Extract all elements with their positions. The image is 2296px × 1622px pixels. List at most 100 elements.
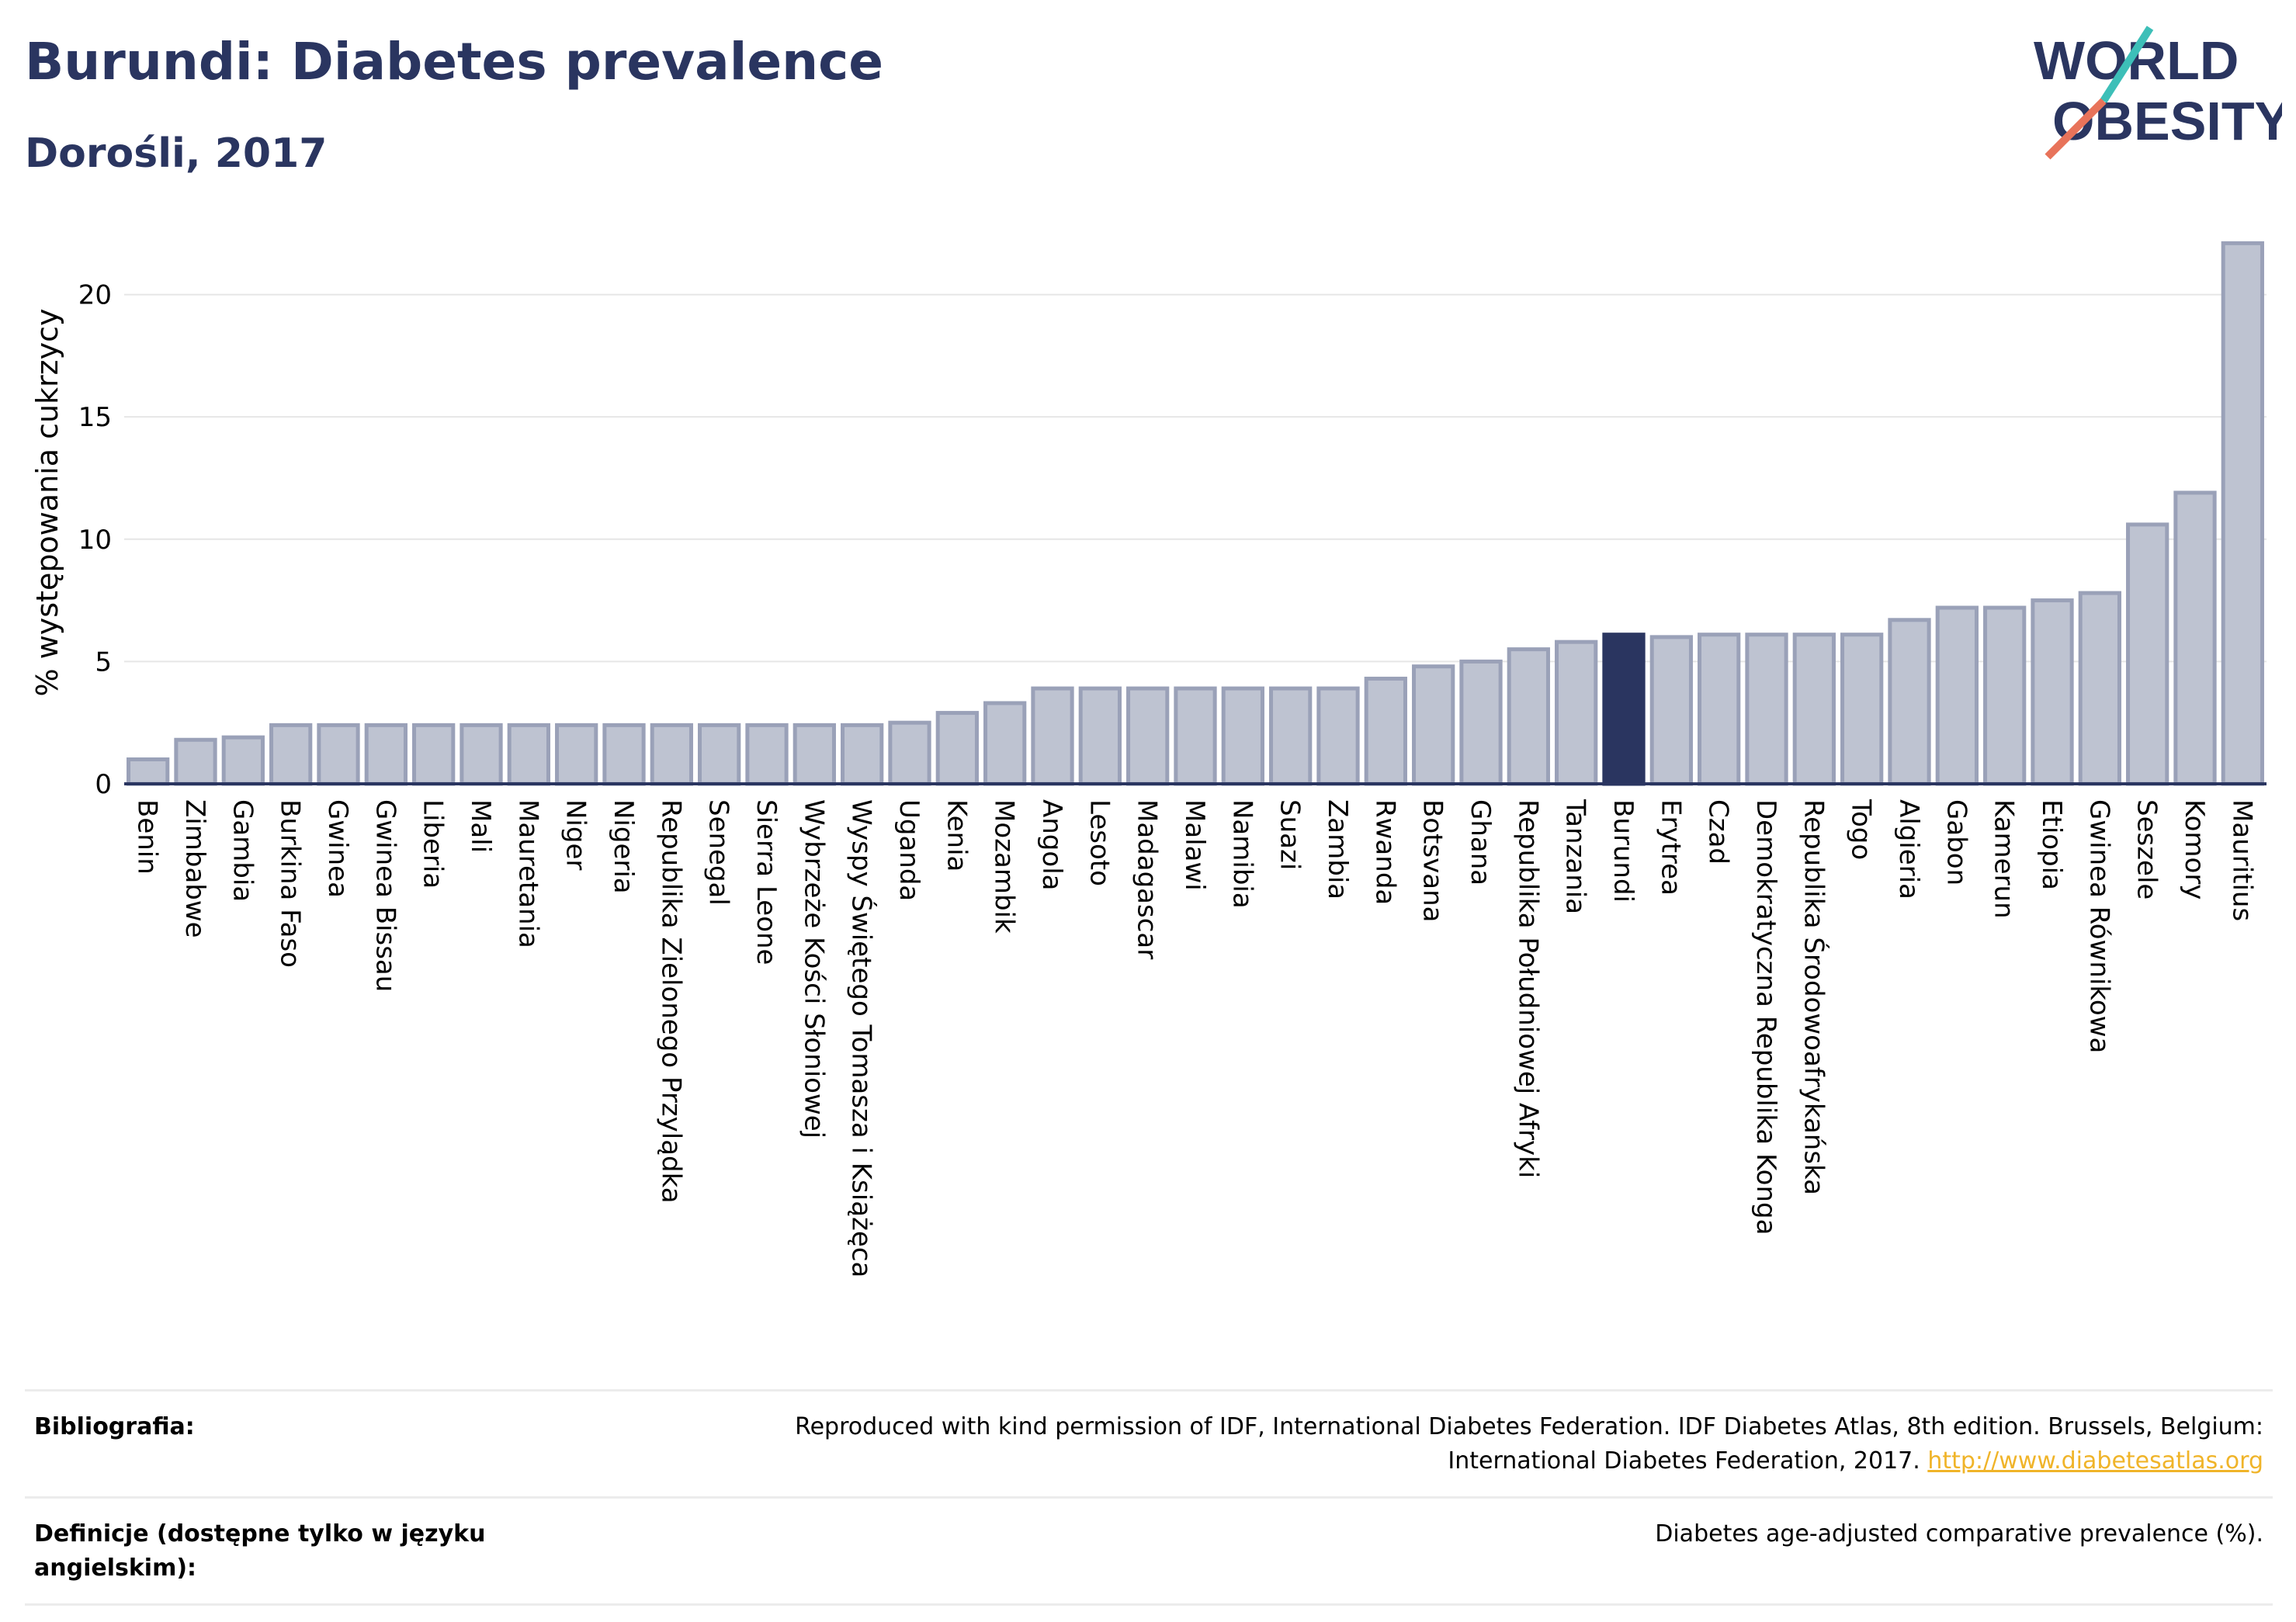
x-tick-label: Angola (1036, 799, 1067, 890)
chart-subtitle: Dorośli, 2017 (25, 130, 328, 177)
bar-4 (317, 723, 360, 786)
bar-23 (1221, 686, 1264, 786)
x-tick-label: Mali (465, 799, 496, 853)
x-tick-label: Namibia (1226, 799, 1257, 909)
y-axis-title: % występowania cukrzycy (30, 309, 64, 697)
x-tick-label: Zambia (1322, 799, 1353, 899)
bar-chart: 0 5 10 15 20 % występowania cukrzycy Benin Zimb… (30, 241, 2267, 1277)
x-tick-label: Burundi (1608, 799, 1639, 903)
y-tick-label: 20 (78, 280, 112, 311)
bar-13 (745, 723, 789, 786)
footer-row-definitions: Definicje (dostępne tylko w języku angie… (25, 1496, 2273, 1606)
x-tick-label: Gwinea (322, 799, 353, 898)
x-tick-label: Benin (132, 799, 163, 875)
diabetesatlas-link[interactable]: http://www.diabetesatlas.org (1927, 1447, 2263, 1475)
bar-32 (1649, 635, 1693, 786)
bar-38 (1935, 605, 1979, 786)
chart-title: Burundi: Diabetes prevalence (25, 32, 883, 92)
bibliography-line2: International Diabetes Federation, 2017. (1448, 1447, 1920, 1475)
x-tick-label: Burkina Faso (275, 799, 306, 968)
y-tick-label: 5 (95, 646, 112, 678)
x-tick-label: Gambia (227, 799, 258, 902)
x-tick-label: Kenia (941, 799, 972, 872)
bar-44 (2221, 241, 2264, 786)
bibliography-label: Bibliografia: (34, 1413, 195, 1440)
x-tick-label: Etiopia (2036, 799, 2067, 890)
bar-40 (2031, 598, 2074, 786)
x-tick-label: Zimbabwe (179, 799, 210, 938)
logo-slash-teal (2100, 26, 2154, 103)
x-tick-label: Botsvana (1417, 799, 1448, 923)
bar-34 (1745, 633, 1788, 786)
x-tick-label: Nigeria (608, 799, 639, 894)
logo-slash-red (2045, 98, 2107, 160)
y-tick-label: 0 (95, 769, 112, 800)
x-tick-label: Republika Południowej Afryki (1512, 799, 1543, 1178)
x-tick-label: Lesoto (1084, 799, 1115, 886)
bar-31 (1602, 633, 1646, 786)
x-tick-label: Mauretania (512, 799, 543, 948)
logo-line2: OBESITY (2052, 91, 2282, 151)
x-tick-label: Erytrea (1655, 799, 1686, 896)
x-tick-label: Komory (2179, 799, 2210, 899)
bar-36 (1840, 633, 1884, 786)
bar-22 (1174, 686, 1217, 786)
bar-19 (1031, 686, 1074, 786)
bar-29 (1507, 647, 1550, 786)
bar-37 (1888, 618, 1931, 786)
bar-26 (1364, 676, 1407, 786)
x-tick-label: Gwinea Równikowa (2083, 799, 2114, 1053)
bar-28 (1459, 659, 1503, 786)
bar-8 (507, 723, 550, 786)
x-tick-label: Gabon (1941, 799, 1972, 886)
x-tick-label: Malawi (1179, 799, 1210, 891)
x-tick-label: Suazi (1275, 799, 1306, 870)
bar-1 (174, 737, 217, 786)
x-tick-label: Mauritius (2226, 799, 2257, 921)
footer-table: Bibliografia: Reproduced with kind permi… (25, 1389, 2273, 1606)
x-tick-label: Wyspy Świętego Tomasza i Książęca (846, 799, 878, 1277)
bar-43 (2173, 490, 2217, 786)
bar-10 (602, 723, 646, 786)
x-tick-label: Liberia (418, 799, 449, 889)
world-obesity-logo: WORLD OBESITY (2034, 26, 2282, 160)
bar-7 (460, 723, 503, 786)
bar-30 (1555, 639, 1598, 786)
x-tick-label: Tanzania (1560, 799, 1591, 914)
footer-row-bibliography: Bibliografia: Reproduced with kind permi… (25, 1389, 2273, 1496)
x-tick-label: Ghana (1465, 799, 1496, 886)
x-tick-label: Rwanda (1369, 799, 1400, 905)
y-tick-label: 10 (78, 525, 112, 556)
bibliography-line1: Reproduced with kind permission of IDF, … (795, 1413, 2263, 1440)
bar-16 (888, 720, 931, 786)
definitions-text: Diabetes age-adjusted comparative preval… (1655, 1520, 2263, 1547)
bar-33 (1698, 633, 1741, 786)
bar-0 (127, 757, 170, 786)
x-tick-label: Senegal (703, 799, 734, 906)
bar-3 (269, 723, 313, 786)
x-tick-label: Gwinea Bissau (369, 799, 401, 992)
x-tick-label: Wybrzeże Kości Słoniowej (798, 799, 829, 1139)
bar-21 (1126, 686, 1170, 786)
bar-14 (793, 723, 836, 786)
x-tick-label: Mozambik (989, 799, 1020, 934)
y-tick-label: 15 (78, 402, 112, 433)
bibliography-text: Reproduced with kind permission of IDF, … (795, 1410, 2263, 1478)
definitions-label: Definicje (dostępne tylko w języku angie… (34, 1520, 486, 1582)
x-tick-label: Sierra Leone (751, 799, 782, 965)
bar-9 (555, 723, 598, 786)
x-tick-label: Uganda (893, 799, 924, 901)
bar-39 (1983, 605, 2027, 786)
logo-line1: WORLD (2034, 30, 2239, 91)
bar-20 (1078, 686, 1122, 786)
bar-12 (698, 723, 741, 786)
x-tick-label: Kamerun (1989, 799, 2020, 919)
x-tick-label: Madagascar (1132, 799, 1163, 959)
bar-42 (2126, 522, 2169, 786)
x-tick-label: Togo (1846, 799, 1877, 860)
bar-2 (221, 735, 265, 786)
x-tick-label: Republika Zielonego Przylądka (655, 799, 686, 1204)
x-tick-label: Czad (1703, 799, 1734, 865)
bar-24 (1269, 686, 1313, 786)
bar-5 (364, 723, 408, 786)
